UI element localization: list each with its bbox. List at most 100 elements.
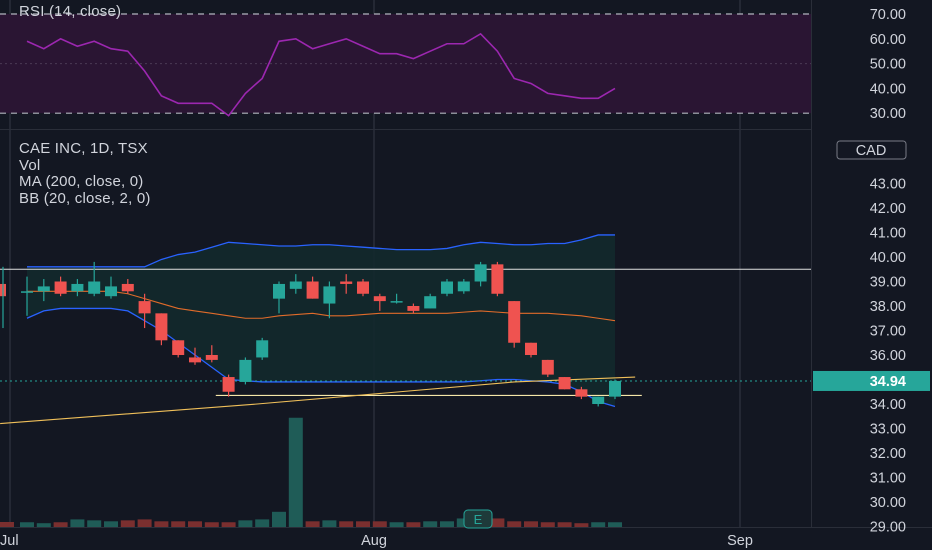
time-axis[interactable]: Jul Aug Sep <box>0 533 753 549</box>
price-axis-label: 32.00 <box>870 446 906 462</box>
candle-body[interactable] <box>457 281 470 292</box>
rsi-legend-label: RSI (14, close) <box>19 3 122 20</box>
candle-body[interactable] <box>491 264 504 294</box>
symbol-legend: CAE INC, 1D, TSX <box>19 140 148 157</box>
rsi-axis-label: 50.00 <box>870 57 906 73</box>
candle-body[interactable] <box>373 296 386 302</box>
volume-legend: Vol <box>19 156 41 174</box>
candle-body[interactable] <box>357 281 369 294</box>
time-axis-label: Sep <box>727 533 753 549</box>
candle-body[interactable] <box>575 389 588 397</box>
candle-body[interactable] <box>105 286 117 297</box>
candle-body[interactable] <box>441 281 453 294</box>
volume-bar <box>490 518 505 527</box>
price-axis-label: 38.00 <box>870 299 906 315</box>
volume-bar <box>204 522 219 527</box>
currency-box[interactable] <box>836 140 907 160</box>
price-axis-label: 40.00 <box>870 250 906 266</box>
price-axis-label: 29.00 <box>870 520 906 536</box>
candlestick-series[interactable] <box>0 261 621 407</box>
ma-legend: MA (200, close, 0) <box>19 173 144 190</box>
candle-body[interactable] <box>474 264 487 282</box>
time-axis-label: Jul <box>0 533 19 549</box>
candle-body[interactable] <box>273 283 285 299</box>
rsi-pane[interactable] <box>0 13 811 117</box>
price-axis[interactable]: 70.00 60.00 50.00 40.00 30.00 43.00 42.00 41.00… <box>812 0 932 536</box>
currency-label: CAD <box>856 143 887 159</box>
volume-bar <box>70 519 85 527</box>
volume-bar <box>0 522 14 527</box>
price-legend[interactable]: CAE INC, 1D, TSX Vol MA (200, close, 0) … <box>19 140 151 207</box>
earnings-marker-badge <box>463 509 493 529</box>
volume-bar <box>574 523 589 527</box>
price-axis-label: 37.00 <box>870 324 906 340</box>
volume-bar <box>137 519 152 527</box>
candle-body[interactable] <box>525 342 537 355</box>
price-axis-label: 31.00 <box>870 471 906 487</box>
rsi-axis-label: 40.00 <box>870 81 906 97</box>
horizontal-lines[interactable] <box>0 268 811 397</box>
rsi-axis-label: 30.00 <box>870 106 906 122</box>
volume-bar <box>591 522 606 527</box>
candle-body[interactable] <box>541 359 554 375</box>
candle-body[interactable] <box>289 281 302 289</box>
time-axis-label: Aug <box>361 533 387 549</box>
volume-bar <box>171 521 186 527</box>
candle-body[interactable] <box>239 359 252 382</box>
candle-body[interactable] <box>71 283 84 292</box>
candle-body[interactable] <box>88 281 101 294</box>
volume-bar <box>20 522 34 527</box>
candle-body[interactable] <box>609 380 621 397</box>
chart-markers: E <box>463 509 493 529</box>
candle-body[interactable] <box>323 286 336 304</box>
price-axis-label: 34.00 <box>870 397 906 413</box>
candle-body[interactable] <box>205 355 218 360</box>
candle-body[interactable] <box>21 291 33 293</box>
candle-body[interactable] <box>37 286 50 292</box>
candle-body[interactable] <box>340 281 353 284</box>
candle-body[interactable] <box>306 281 319 299</box>
volume-bar <box>255 519 270 527</box>
price-axis-label: 42.00 <box>870 201 906 217</box>
volume-bar <box>372 521 387 527</box>
volume-bar <box>389 522 404 527</box>
volume-bar <box>288 417 303 527</box>
volume-bar <box>557 522 572 527</box>
candle-body[interactable] <box>155 313 168 341</box>
rsi-line <box>26 32 616 117</box>
candle-body[interactable] <box>172 340 185 355</box>
volume-bar <box>339 521 354 527</box>
rsi-axis-label: 60.00 <box>870 32 906 48</box>
volume-bar <box>120 520 135 527</box>
price-axis-label: 30.00 <box>870 495 906 511</box>
volume-bar <box>540 522 555 527</box>
bb-legend: BB (20, close, 2, 0) <box>19 189 151 207</box>
candle-body[interactable] <box>222 377 235 392</box>
candle-body[interactable] <box>189 357 201 363</box>
candle-body[interactable] <box>390 301 403 303</box>
price-axis-label: 36.00 <box>870 348 906 364</box>
candle-body[interactable] <box>256 340 269 358</box>
volume-bar <box>104 521 118 527</box>
earnings-marker-label: E <box>474 512 483 527</box>
volume-bar <box>356 521 370 527</box>
volume-bar <box>322 520 337 527</box>
bb-fill <box>27 234 615 407</box>
volume-bar <box>87 520 102 527</box>
rsi-legend[interactable]: RSI (14, close) <box>19 3 121 20</box>
volume-bar <box>272 511 286 527</box>
candle-body[interactable] <box>424 296 437 309</box>
candle-body[interactable] <box>54 281 67 294</box>
bb-lower-line <box>26 307 616 408</box>
candle-body[interactable] <box>407 306 420 311</box>
ma-200-path <box>0 376 636 425</box>
candle-body[interactable] <box>138 301 151 314</box>
volume-bar <box>188 521 202 527</box>
candle-body[interactable] <box>592 396 605 404</box>
candle-body[interactable] <box>558 377 571 390</box>
last-price-tag[interactable] <box>813 370 930 391</box>
candle-body[interactable] <box>121 283 134 292</box>
candle-body[interactable] <box>508 301 521 343</box>
volume-bars <box>0 417 622 527</box>
